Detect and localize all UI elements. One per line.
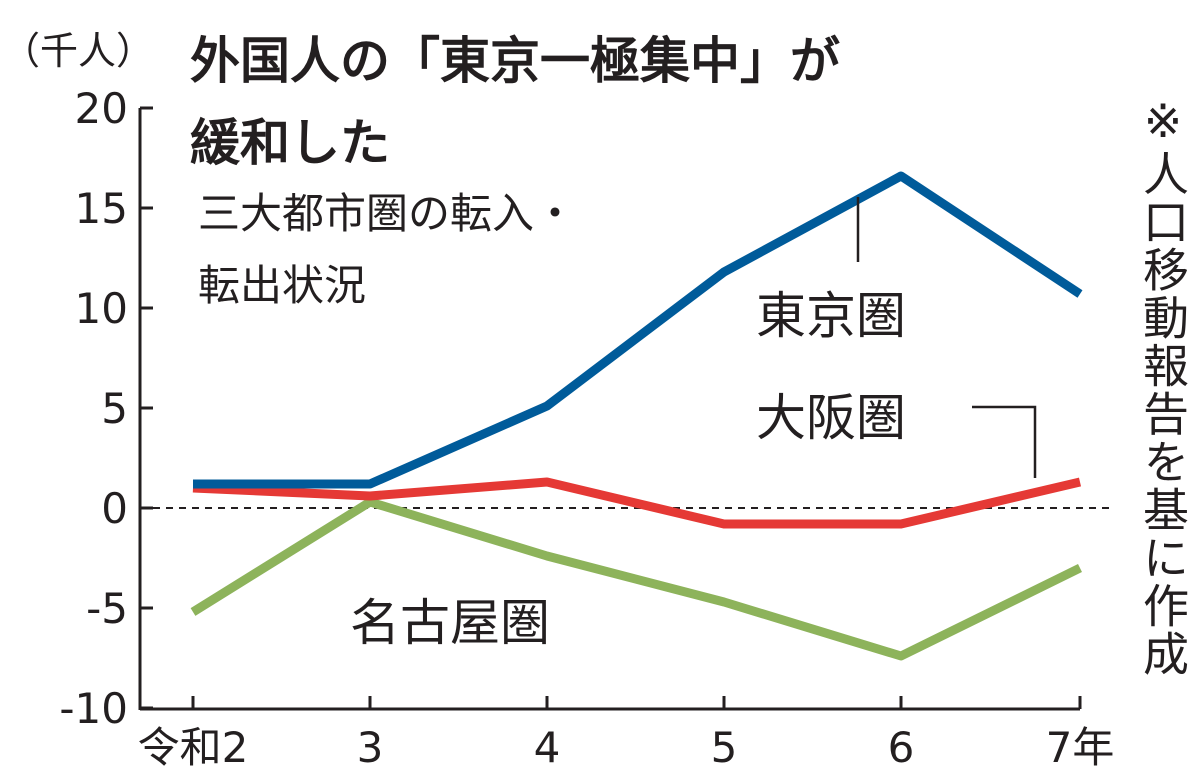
y-tick-label: 20 [75,84,128,133]
x-tick-label: 6 [888,723,915,772]
x-tick-label: 4 [534,723,561,772]
y-tick-label: 10 [75,284,128,333]
chart-title-line2: 緩和した [190,114,390,172]
source-note: ※人口移動報告を基に作成 [1136,94,1190,678]
series-line-osaka [192,477,1082,529]
series-line-tokyo [193,171,1083,489]
chart-subtitle-line2: 転出状況 [198,261,366,310]
x-axis-ticks: 令和2 3 4 5 6 7年 [138,696,1115,772]
y-axis-ticks: 20 15 10 5 0 -5 -10 [59,84,153,733]
osaka-label-leader [972,405,1037,478]
y-tick-label: 5 [101,384,128,433]
x-tick-label: 3 [357,723,384,772]
y-tick-label: -5 [86,584,128,633]
x-tick-label: 7年 [1046,723,1115,772]
y-tick-label: 0 [101,484,128,533]
y-tick-label: 15 [75,184,128,233]
series-label-tokyo: 東京圏 [756,287,906,345]
y-axis-unit-label: （千人） [2,29,154,73]
series-lines [190,171,1083,661]
series-label-nagoya: 名古屋圏 [350,594,550,652]
series-label-osaka: 大阪圏 [756,389,906,447]
y-tick-label: -10 [59,684,128,733]
chart-title-line1: 外国人の「東京一極集中」が [190,32,840,90]
chart-subtitle-line1: 三大都市圏の転入・ [198,189,576,238]
x-tick-label: 令和2 [138,723,249,772]
x-tick-label: 5 [711,723,738,772]
series-line-nagoya [190,497,1082,661]
